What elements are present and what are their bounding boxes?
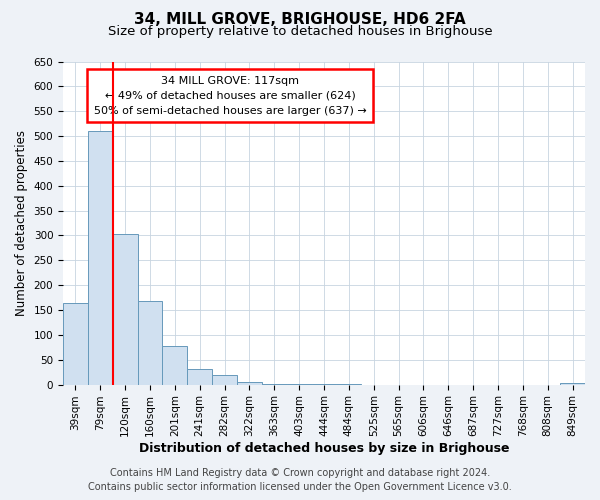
Bar (212, 374, 237, 384)
Bar (560, 382, 585, 384)
Text: 34 MILL GROVE: 117sqm
← 49% of detached houses are smaller (624)
50% of semi-det: 34 MILL GROVE: 117sqm ← 49% of detached … (94, 76, 367, 116)
Bar (63, 302, 88, 384)
Bar (237, 382, 262, 384)
Y-axis label: Number of detached properties: Number of detached properties (15, 130, 28, 316)
Text: Size of property relative to detached houses in Brighouse: Size of property relative to detached ho… (107, 25, 493, 38)
Bar (137, 301, 163, 384)
Text: 34, MILL GROVE, BRIGHOUSE, HD6 2FA: 34, MILL GROVE, BRIGHOUSE, HD6 2FA (134, 12, 466, 28)
Bar (187, 368, 212, 384)
Text: Contains HM Land Registry data © Crown copyright and database right 2024.
Contai: Contains HM Land Registry data © Crown c… (88, 468, 512, 492)
Bar (88, 131, 113, 384)
X-axis label: Distribution of detached houses by size in Brighouse: Distribution of detached houses by size … (139, 442, 509, 455)
Bar (163, 346, 187, 385)
Bar (113, 234, 137, 384)
